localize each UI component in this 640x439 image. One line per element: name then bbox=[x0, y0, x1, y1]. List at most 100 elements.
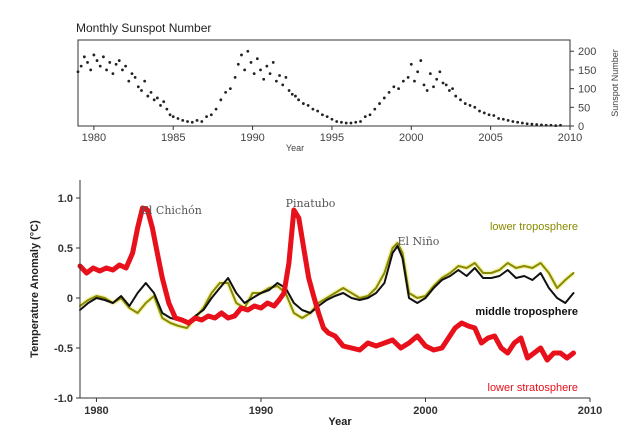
sunspot-point bbox=[487, 113, 491, 117]
temperature-y-tick-label: 0 bbox=[67, 293, 73, 305]
sunspot-point bbox=[143, 79, 147, 83]
sunspot-point bbox=[287, 89, 291, 92]
sunspot-point bbox=[89, 68, 93, 72]
sunspot-x-tick-label: 1990 bbox=[240, 132, 264, 144]
series-labels: lower troposphere middle troposphere lower… bbox=[475, 221, 578, 394]
sunspot-point bbox=[559, 123, 562, 127]
sunspot-point bbox=[190, 120, 194, 124]
sunspot-point bbox=[246, 49, 250, 53]
sunspot-plot-frame bbox=[77, 39, 571, 127]
sunspot-point bbox=[290, 92, 294, 96]
sunspot-point bbox=[186, 120, 189, 123]
sunspot-y-tick-label: 150 bbox=[578, 65, 596, 77]
temperature-x-tick-label: 2010 bbox=[578, 405, 602, 417]
sunspot-point bbox=[274, 79, 278, 83]
sunspot-point bbox=[133, 75, 137, 79]
sunspot-chart-title: Monthly Sunspot Number bbox=[76, 21, 211, 35]
sunspot-points bbox=[76, 49, 562, 128]
sunspot-point bbox=[549, 123, 553, 127]
sunspot-point bbox=[530, 122, 534, 126]
sunspot-point bbox=[146, 94, 150, 98]
sunspot-point bbox=[284, 75, 288, 79]
sunspot-point bbox=[330, 117, 334, 121]
sunspot-x-tick-label: 1985 bbox=[161, 132, 185, 144]
sunspot-point bbox=[162, 100, 166, 104]
sunspot-point bbox=[294, 94, 297, 98]
event-annotation-label: El Chichón bbox=[141, 204, 202, 217]
sunspot-point bbox=[397, 87, 400, 91]
sunspot-point bbox=[249, 61, 253, 64]
sunspot-point bbox=[416, 70, 420, 74]
sunspot-point bbox=[255, 57, 259, 61]
sunspot-point bbox=[363, 115, 367, 119]
sunspot-point bbox=[92, 53, 96, 57]
sunspot-point bbox=[252, 72, 256, 76]
sunspot-point bbox=[297, 98, 301, 102]
temperature-y-tick-label: 1.0 bbox=[58, 193, 73, 205]
sunspot-point bbox=[387, 90, 391, 94]
sunspot-point bbox=[478, 109, 481, 113]
temperature-x-tick-label: 1980 bbox=[84, 405, 108, 417]
sunspot-point bbox=[98, 64, 102, 68]
sunspot-point bbox=[200, 120, 204, 123]
sunspot-point bbox=[409, 62, 413, 66]
sunspot-point bbox=[233, 75, 237, 79]
sunspot-point bbox=[401, 79, 405, 83]
sunspot-point bbox=[354, 120, 358, 124]
sunspot-point bbox=[205, 115, 208, 119]
middle-troposphere-line bbox=[79, 245, 575, 324]
sunspot-point bbox=[165, 107, 169, 111]
temperature-y-axis-label: Temperature Anomaly (°C) bbox=[29, 220, 41, 358]
sunspot-point bbox=[373, 107, 377, 111]
sunspot-point bbox=[262, 77, 266, 81]
sunspot-point bbox=[525, 122, 529, 126]
event-annotation-label: El Niño bbox=[398, 235, 440, 248]
sunspot-point bbox=[444, 83, 448, 87]
sunspot-point bbox=[497, 117, 500, 120]
sunspot-point bbox=[228, 87, 232, 91]
sunspot-point bbox=[311, 107, 315, 111]
sunspot-point bbox=[447, 89, 451, 92]
sunspot-point bbox=[171, 115, 175, 119]
sunspot-point bbox=[181, 118, 185, 122]
sunspot-point bbox=[82, 55, 86, 59]
sunspot-point bbox=[451, 87, 454, 91]
temperature-series-lines bbox=[77, 205, 576, 363]
temperature-x-ticks: 1980 1990 2000 2010 bbox=[84, 398, 602, 417]
sunspot-point bbox=[79, 64, 83, 68]
sunspot-point bbox=[168, 113, 172, 117]
sunspot-point bbox=[111, 72, 115, 76]
sunspot-point bbox=[463, 102, 467, 105]
sunspot-point bbox=[127, 79, 131, 83]
sunspot-point bbox=[535, 123, 539, 126]
sunspot-point bbox=[438, 70, 442, 74]
sunspot-point bbox=[316, 109, 320, 113]
sunspot-point bbox=[176, 117, 180, 120]
sunspot-point bbox=[271, 61, 275, 64]
sunspot-point bbox=[105, 68, 108, 72]
sunspot-point bbox=[306, 104, 310, 107]
sunspot-point bbox=[95, 59, 99, 62]
sunspot-point bbox=[432, 85, 435, 89]
sunspot-point bbox=[454, 94, 458, 98]
sunspot-point bbox=[321, 113, 324, 117]
temperature-x-tick-label: 1990 bbox=[249, 405, 273, 417]
sunspot-point bbox=[544, 123, 548, 127]
sunspot-point bbox=[76, 70, 80, 74]
temperature-x-axis-label: Year bbox=[328, 416, 352, 428]
sunspot-point bbox=[511, 120, 515, 123]
sunspot-point bbox=[130, 72, 134, 76]
sunspot-point bbox=[554, 124, 558, 128]
sunspot-point bbox=[406, 75, 410, 79]
sunspot-point bbox=[425, 89, 429, 92]
sunspot-point bbox=[482, 111, 486, 115]
sunspot-point bbox=[349, 121, 353, 125]
sunspot-point bbox=[368, 113, 372, 117]
sunspot-point bbox=[101, 55, 105, 59]
temperature-y-tick-label: 0.5 bbox=[58, 243, 73, 255]
sunspot-point bbox=[382, 96, 386, 100]
sunspot-point bbox=[121, 68, 124, 72]
event-annotation-label: Pinatubo bbox=[286, 197, 336, 210]
sunspot-point bbox=[240, 53, 243, 57]
sunspot-x-tick-label: 1995 bbox=[320, 132, 344, 144]
